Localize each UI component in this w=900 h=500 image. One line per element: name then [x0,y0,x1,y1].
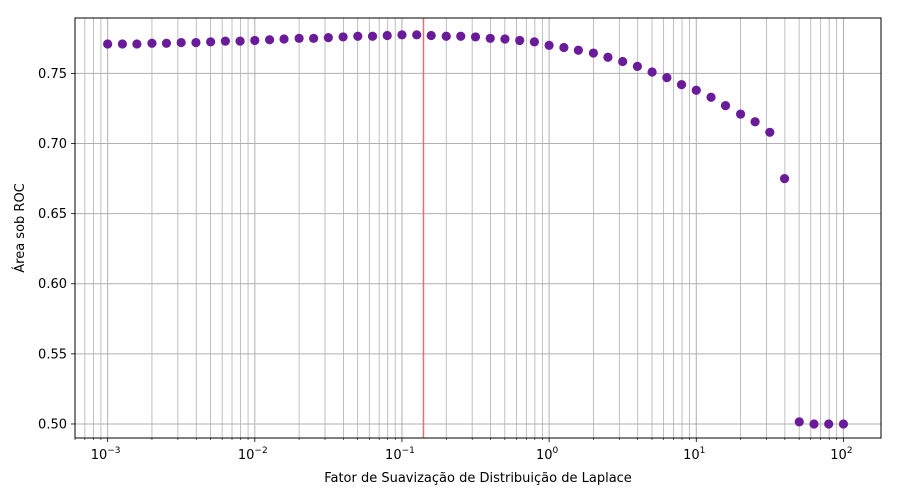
data-point [279,34,289,44]
data-point [794,417,804,427]
data-point [838,419,849,429]
x-axis-label: Fator de Suavização de Distribuição de L… [324,471,632,486]
data-point [147,38,157,48]
data-point [441,31,451,41]
x-tick-label: 102 [830,446,852,463]
data-point [529,37,539,47]
x-axis-ticks: 10−3 10−2 10−1 100 101 102 [74,438,853,463]
y-axis-label: Área sob ROC [12,183,28,273]
y-tick-label: 0.60 [38,277,67,292]
data-point [353,31,363,41]
data-point [397,30,407,40]
x-tick-label: 101 [683,446,705,463]
data-point [573,45,583,55]
data-point [117,39,128,49]
data-point [588,48,599,58]
minor-grid [74,18,838,438]
y-tick-label: 0.75 [38,67,67,82]
data-point [294,33,304,43]
data-point [176,37,186,48]
y-axis-ticks: 0.50 0.55 0.60 0.65 0.70 0.75 [38,67,75,432]
data-point [765,127,775,137]
data-point [235,36,245,46]
data-point [809,419,819,429]
data-points [103,30,849,429]
data-point [103,39,113,49]
data-point [500,34,510,44]
data-point [618,56,628,67]
x-tick-label: 10−3 [91,446,121,463]
data-point [470,32,481,42]
x-tick-label: 10−2 [238,446,268,463]
data-point [632,61,642,71]
data-point [220,36,230,46]
data-point [264,35,275,45]
data-point [323,33,333,43]
data-point [338,32,348,42]
data-point [647,67,657,77]
x-tick-label: 10−1 [385,446,415,463]
data-point [750,117,760,127]
data-point [485,33,495,43]
major-grid [75,18,881,438]
data-point [426,30,436,41]
data-point [132,39,142,49]
x-tick-label: 100 [536,446,559,463]
y-tick-label: 0.65 [38,207,67,222]
data-point [706,92,716,102]
data-point [735,109,746,119]
data-point [412,30,422,40]
data-point [691,85,701,95]
y-tick-label: 0.55 [38,347,67,362]
data-point [206,37,216,47]
data-point [779,173,790,184]
data-point [720,101,731,111]
y-tick-label: 0.70 [38,137,67,152]
data-point [456,31,466,41]
plot-frame [74,17,882,439]
data-point [544,40,554,50]
y-tick-label: 0.50 [38,417,67,432]
data-point [676,80,687,90]
data-point [559,42,569,53]
data-point [382,30,392,41]
data-point [191,37,201,48]
data-point [515,35,525,46]
data-point [250,35,260,46]
data-point [662,72,672,83]
data-point [824,419,834,429]
data-point [161,38,172,48]
data-point [367,31,378,41]
data-point [603,52,613,62]
data-point [309,33,319,43]
